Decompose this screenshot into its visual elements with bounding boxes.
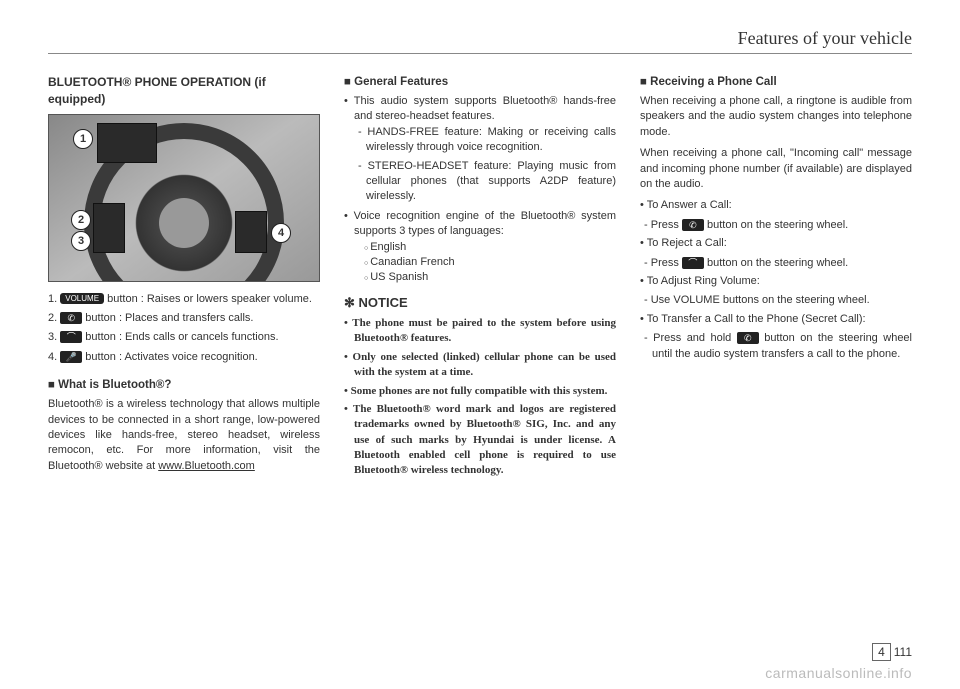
page-no: 111 <box>894 645 912 659</box>
content-columns: BLUETOOTH® PHONE OPERATION (if equipped)… <box>48 74 912 482</box>
notice-2: Only one selected (linked) cellular phon… <box>344 350 616 381</box>
receiving-call-title: ■ Receiving a Phone Call <box>640 74 912 90</box>
lang-1: English <box>364 240 616 255</box>
general-features-title: ■ General Features <box>344 74 616 90</box>
gen-feature-2: Voice recognition engine of the Bluetoot… <box>344 209 616 286</box>
column-3: ■ Receiving a Phone Call When receiving … <box>640 74 912 482</box>
receiving-p1: When receiving a phone call, a ringtone … <box>640 94 912 140</box>
what-is-bluetooth-title: ■ What is Bluetooth®? <box>48 377 320 393</box>
gen-feature-1a: HANDS-FREE feature: Making or receiving … <box>354 125 616 156</box>
end-button-icon: ⌒ <box>60 331 82 343</box>
general-features-list: This audio system supports Bluetooth® ha… <box>344 94 616 286</box>
answer-call-heading: To Answer a Call: <box>640 198 912 213</box>
reject-call-heading: To Reject a Call: <box>640 236 912 251</box>
btn-item-4: 4. 🎤 button : Activates voice recognitio… <box>48 350 320 365</box>
transfer-call-action: Press and hold ✆ button on the steering … <box>640 331 912 362</box>
btn-item-3: 3. ⌒ button : Ends calls or cancels func… <box>48 330 320 345</box>
section-tab: 4 <box>872 643 891 661</box>
btn-item-2: 2. ✆ button : Places and transfers calls… <box>48 311 320 326</box>
reject-icon: ⌒ <box>682 257 704 269</box>
adjust-volume-heading: To Adjust Ring Volume: <box>640 274 912 289</box>
inset-3 <box>235 211 267 253</box>
notice-1: The phone must be paired to the system b… <box>344 316 616 347</box>
callout-4: 4 <box>271 223 291 243</box>
btn-item-1: 1. VOLUME button : Raises or lowers spea… <box>48 292 320 307</box>
bluetooth-url: www.Bluetooth.com <box>158 460 255 472</box>
call-button-icon: ✆ <box>60 312 82 324</box>
what-is-bluetooth-body: Bluetooth® is a wireless technology that… <box>48 397 320 474</box>
watermark: carmanualsonline.info <box>765 665 912 681</box>
adjust-volume-action: Use VOLUME buttons on the steering wheel… <box>640 293 912 308</box>
answer-call-action: Press ✆ button on the steering wheel. <box>640 218 912 233</box>
answer-icon: ✆ <box>682 219 704 231</box>
inset-2 <box>93 203 125 253</box>
transfer-icon: ✆ <box>737 332 759 344</box>
gen-feature-1b: STEREO-HEADSET feature: Playing music fr… <box>354 159 616 205</box>
notice-body: The phone must be paired to the system b… <box>344 316 616 479</box>
callout-2: 2 <box>71 210 91 230</box>
lang-2: Canadian French <box>364 255 616 270</box>
bluetooth-title: BLUETOOTH® PHONE OPERATION (if equipped) <box>48 74 320 108</box>
notice-3: Some phones are not fully compatible wit… <box>344 384 616 399</box>
gen-feature-1: This audio system supports Bluetooth® ha… <box>344 94 616 205</box>
transfer-call-heading: To Transfer a Call to the Phone (Secret … <box>640 312 912 327</box>
lang-3: US Spanish <box>364 270 616 285</box>
volume-button-icon: VOLUME <box>60 293 104 304</box>
callout-1: 1 <box>73 129 93 149</box>
notice-4: The Bluetooth® word mark and logos are r… <box>344 402 616 479</box>
call-actions-list: To Answer a Call: <box>640 198 912 213</box>
column-2: ■ General Features This audio system sup… <box>344 74 616 482</box>
page-number: 4111 <box>872 643 912 661</box>
column-1: BLUETOOTH® PHONE OPERATION (if equipped)… <box>48 74 320 482</box>
steering-wheel-figure: 1 2 3 4 <box>48 114 320 282</box>
reject-call-action: Press ⌒ button on the steering wheel. <box>640 256 912 271</box>
callout-3: 3 <box>71 231 91 251</box>
button-list: 1. VOLUME button : Raises or lowers spea… <box>48 292 320 366</box>
voice-button-icon: 🎤 <box>60 351 82 363</box>
receiving-p2: When receiving a phone call, "Incoming c… <box>640 146 912 192</box>
notice-title: ✻ NOTICE <box>344 294 616 312</box>
chapter-title: Features of your vehicle <box>48 28 912 54</box>
inset-1 <box>97 123 157 163</box>
